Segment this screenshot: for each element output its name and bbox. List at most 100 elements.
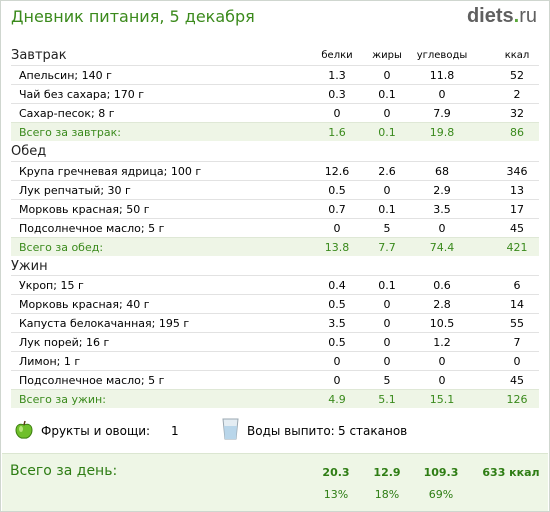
- fat-value: 0: [383, 317, 391, 330]
- protein-value: 0: [333, 355, 341, 368]
- carbs-value: 0.6: [433, 279, 451, 292]
- page-title: Дневник питания, 5 декабря: [11, 7, 255, 26]
- column-header-carbs: углеводы: [416, 50, 468, 61]
- total-label: Всего за обед:: [19, 241, 104, 254]
- fat-value: 5: [383, 374, 391, 387]
- table-row: Апельсин; 140 г 1.3 0 11.8 52: [11, 65, 539, 84]
- meal-total-row: Всего за обед: 13.8 7.7 74.4 421: [11, 237, 539, 256]
- kcal-value: 7: [513, 336, 521, 349]
- food-name: Крупа гречневая ядрица; 100 г: [19, 165, 202, 178]
- day-carbs: 109.3: [423, 466, 459, 479]
- protein-value: 0.5: [328, 336, 346, 349]
- day-protein-percent: 13%: [323, 488, 349, 501]
- table-row: Лимон; 1 г 0 0 0 0: [11, 351, 539, 370]
- table-row: Крупа гречневая ядрица; 100 г 12.6 2.6 6…: [11, 161, 539, 180]
- table-row: Подсолнечное масло; 5 г 0 5 0 45: [11, 370, 539, 389]
- protein-value: 1.3: [328, 69, 346, 82]
- food-name: Апельсин; 140 г: [19, 69, 112, 82]
- total-label: Всего за ужин:: [19, 393, 106, 406]
- food-name: Подсолнечное масло; 5 г: [19, 222, 165, 235]
- food-name: Чай без сахара; 170 г: [19, 88, 145, 101]
- day-protein: 20.3: [322, 466, 350, 479]
- food-name: Подсолнечное масло; 5 г: [19, 374, 165, 387]
- fat-value: 0: [383, 336, 391, 349]
- fat-value: 2.6: [378, 165, 396, 178]
- kcal-value: 52: [510, 69, 524, 82]
- total-label: Всего за завтрак:: [19, 126, 122, 139]
- kcal-value: 14: [510, 298, 524, 311]
- logo-dot: .: [513, 5, 520, 27]
- column-header-protein: белки: [321, 50, 353, 61]
- meal-total-row: Всего за ужин: 4.9 5.1 15.1 126: [11, 389, 539, 408]
- food-name: Лимон; 1 г: [19, 355, 81, 368]
- kcal-value: 6: [513, 279, 521, 292]
- kcal-total: 86: [510, 126, 524, 139]
- protein-total: 13.8: [324, 241, 350, 254]
- table-row: Подсолнечное масло; 5 г 0 5 0 45: [11, 218, 539, 237]
- protein-value: 12.6: [324, 165, 350, 178]
- fat-value: 5: [383, 222, 391, 235]
- kcal-value: 2: [513, 88, 521, 101]
- carbs-total: 15.1: [429, 393, 455, 406]
- kcal-total: 421: [506, 241, 528, 254]
- kcal-value: 45: [510, 374, 524, 387]
- protein-value: 0.5: [328, 298, 346, 311]
- fat-value: 0: [383, 184, 391, 197]
- table-row: Морковь красная; 40 г 0.5 0 2.8 14: [11, 294, 539, 313]
- carbs-value: 7.9: [433, 107, 451, 120]
- water-value: 5 стаканов: [338, 424, 408, 438]
- table-row: Сахар-песок; 8 г 0 0 7.9 32: [11, 103, 539, 122]
- fat-value: 0: [383, 298, 391, 311]
- site-logo[interactable]: diets.ru: [467, 5, 537, 28]
- fat-value: 0: [383, 69, 391, 82]
- kcal-value: 55: [510, 317, 524, 330]
- carbs-total: 19.8: [429, 126, 455, 139]
- protein-value: 0.3: [328, 88, 346, 101]
- day-fat-percent: 18%: [374, 488, 400, 501]
- kcal-total: 126: [506, 393, 528, 406]
- fat-value: 0.1: [378, 203, 396, 216]
- carbs-value: 0: [438, 88, 446, 101]
- fruit-label: Фрукты и овощи:: [41, 424, 151, 438]
- kcal-value: 32: [510, 107, 524, 120]
- protein-value: 0.4: [328, 279, 346, 292]
- carbs-value: 10.5: [429, 317, 455, 330]
- table-row: Капуста белокачанная; 195 г 3.5 0 10.5 5…: [11, 313, 539, 332]
- day-kcal: 633 ккал: [482, 466, 540, 479]
- kcal-value: 17: [510, 203, 524, 216]
- food-name: Капуста белокачанная; 195 г: [19, 317, 190, 330]
- protein-total: 1.6: [328, 126, 346, 139]
- fat-value: 0.1: [378, 88, 396, 101]
- kcal-value: 13: [510, 184, 524, 197]
- carbs-value: 11.8: [429, 69, 455, 82]
- day-total-panel: Всего за день: 20.3 12.9 109.3 633 ккал …: [2, 453, 548, 511]
- table-row: Чай без сахара; 170 г 0.3 0.1 0 2: [11, 84, 539, 103]
- protein-value: 0: [333, 222, 341, 235]
- fat-total: 7.7: [378, 241, 396, 254]
- kcal-value: 346: [506, 165, 528, 178]
- column-header-fat: жиры: [372, 50, 402, 61]
- food-name: Лук порей; 16 г: [19, 336, 110, 349]
- protein-total: 4.9: [328, 393, 346, 406]
- carbs-value: 68: [435, 165, 449, 178]
- fruit-value: 1: [171, 424, 179, 438]
- meal-title-breakfast: Завтрак: [11, 48, 67, 63]
- carbs-value: 3.5: [433, 203, 451, 216]
- fat-value: 0: [383, 355, 391, 368]
- protein-value: 0.7: [328, 203, 346, 216]
- carbs-value: 0: [438, 222, 446, 235]
- day-fat: 12.9: [373, 466, 401, 479]
- day-total-label: Всего за день:: [10, 463, 118, 479]
- table-row: Укроп; 15 г 0.4 0.1 0.6 6: [11, 275, 539, 294]
- fat-value: 0.1: [378, 279, 396, 292]
- glass-icon: [222, 418, 239, 440]
- day-carbs-percent: 69%: [428, 488, 454, 501]
- fat-value: 0: [383, 107, 391, 120]
- food-name: Укроп; 15 г: [19, 279, 84, 292]
- apple-icon: [15, 420, 33, 439]
- protein-value: 0.5: [328, 184, 346, 197]
- carbs-total: 74.4: [429, 241, 455, 254]
- meal-total-row: Всего за завтрак: 1.6 0.1 19.8 86: [11, 122, 539, 141]
- carbs-value: 1.2: [433, 336, 451, 349]
